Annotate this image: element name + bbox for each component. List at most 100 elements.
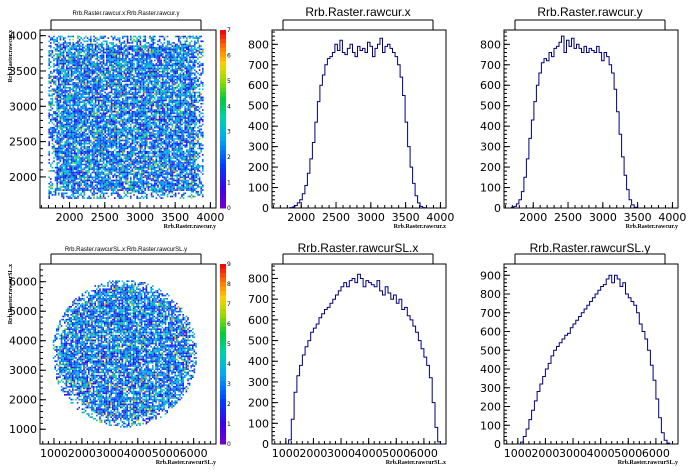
heatmap-cell: [69, 56, 71, 59]
heatmap-cell: [77, 96, 79, 99]
heatmap-cell: [166, 77, 169, 79]
heatmap-cell: [123, 59, 126, 62]
heatmap-cell: [123, 106, 126, 108]
heatmap-cell: [200, 96, 202, 99]
heatmap-cell: [117, 59, 119, 62]
heatmap-cell: [179, 56, 182, 59]
heatmap-cell: [187, 53, 190, 55]
heatmap-cell: [110, 50, 113, 52]
heatmap-cell: [102, 48, 105, 51]
heatmap-cell: [85, 122, 87, 124]
heatmap-cell: [173, 101, 175, 103]
heatmap-cell: [133, 83, 135, 86]
heatmap-cell: [102, 142, 105, 145]
heatmap-cell: [54, 40, 57, 43]
heatmap-cell: [190, 70, 193, 73]
heatmap-cell: [78, 133, 81, 135]
heatmap-cell: [101, 72, 103, 75]
heatmap-cell: [101, 88, 103, 91]
heatmap-cell: [101, 118, 103, 121]
heatmap-cell: [66, 83, 68, 86]
heatmap-cell: [74, 67, 76, 70]
heatmap-cell: [170, 107, 172, 110]
heatmap-cell: [146, 93, 148, 95]
heatmap-cell: [82, 120, 84, 123]
heatmap-cell: [198, 115, 201, 118]
heatmap-cell: [131, 45, 134, 47]
heatmap-cell: [48, 75, 50, 78]
heatmap-cell: [184, 118, 186, 121]
heatmap-cell: [197, 85, 199, 87]
heatmap-cell: [181, 62, 183, 65]
heatmap-cell: [166, 62, 169, 65]
heatmap-cell: [152, 96, 154, 99]
heatmap-cell: [187, 123, 190, 126]
heatmap-cell: [64, 112, 66, 115]
heatmap-cell: [67, 93, 70, 95]
heatmap-cell: [74, 72, 76, 75]
heatmap-cell: [118, 139, 121, 142]
heatmap-cell: [149, 141, 151, 143]
heatmap-cell: [59, 70, 62, 73]
heatmap-cell: [152, 67, 154, 70]
heatmap-cell: [114, 78, 116, 81]
heatmap-cell: [166, 74, 169, 76]
heatmap-cell: [190, 53, 193, 55]
heatmap-cell: [168, 136, 170, 139]
heatmap-cell: [48, 93, 50, 95]
heatmap-cell: [106, 141, 108, 143]
heatmap-cell: [75, 118, 78, 121]
heatmap-cell: [112, 56, 114, 59]
heatmap-cell: [150, 112, 153, 115]
heatmap-cell: [134, 136, 137, 139]
heatmap-cell: [133, 58, 135, 60]
heatmap-cell: [179, 110, 182, 113]
heatmap-cell: [149, 78, 151, 81]
heatmap-cell: [125, 114, 127, 116]
heatmap-cell: [104, 107, 106, 110]
heatmap-cell: [198, 96, 201, 99]
heatmap-cell: [110, 117, 113, 119]
heatmap-cell: [141, 96, 143, 99]
heatmap-cell: [75, 104, 78, 107]
heatmap-cell: [162, 86, 164, 89]
heatmap-cell: [109, 99, 111, 102]
heatmap-cell: [50, 77, 52, 79]
heatmap-cell: [67, 139, 70, 142]
heatmap-cell: [131, 69, 134, 71]
heatmap-cell: [106, 80, 108, 83]
heatmap-cell: [155, 91, 158, 94]
heatmap-cell: [80, 69, 82, 71]
heatmap-cell: [134, 80, 137, 83]
heatmap-cell: [93, 123, 95, 126]
heatmap-cell: [163, 91, 166, 94]
heatmap-cell: [125, 141, 127, 143]
heatmap-cell: [194, 118, 196, 121]
heatmap-cell: [91, 130, 94, 132]
heatmap-cell: [82, 58, 84, 60]
heatmap-cell: [202, 120, 204, 123]
heatmap-cell: [142, 134, 145, 137]
heatmap-cell: [189, 75, 191, 78]
heatmap-cell: [74, 46, 76, 49]
heatmap-cell: [96, 50, 98, 52]
heatmap-cell: [198, 118, 201, 121]
heatmap-cell: [176, 35, 178, 38]
heatmap-cell: [186, 131, 188, 134]
heatmap-cell: [194, 61, 196, 63]
heatmap-cell: [114, 37, 116, 39]
heatmap-cell: [74, 70, 76, 73]
heatmap-cell: [56, 38, 58, 41]
heatmap-cell: [77, 117, 79, 119]
heatmap-cell: [75, 96, 78, 99]
heatmap-cell: [104, 106, 106, 108]
heatmap-cell: [61, 59, 63, 62]
heatmap-cell: [56, 106, 58, 108]
heatmap-cell: [160, 118, 162, 121]
heatmap-cell: [82, 45, 84, 47]
heatmap-cell: [197, 42, 199, 44]
heatmap-cell: [86, 50, 89, 52]
heatmap-cell: [59, 104, 62, 107]
heatmap-cell: [184, 42, 186, 44]
heatmap-cell: [118, 70, 121, 73]
